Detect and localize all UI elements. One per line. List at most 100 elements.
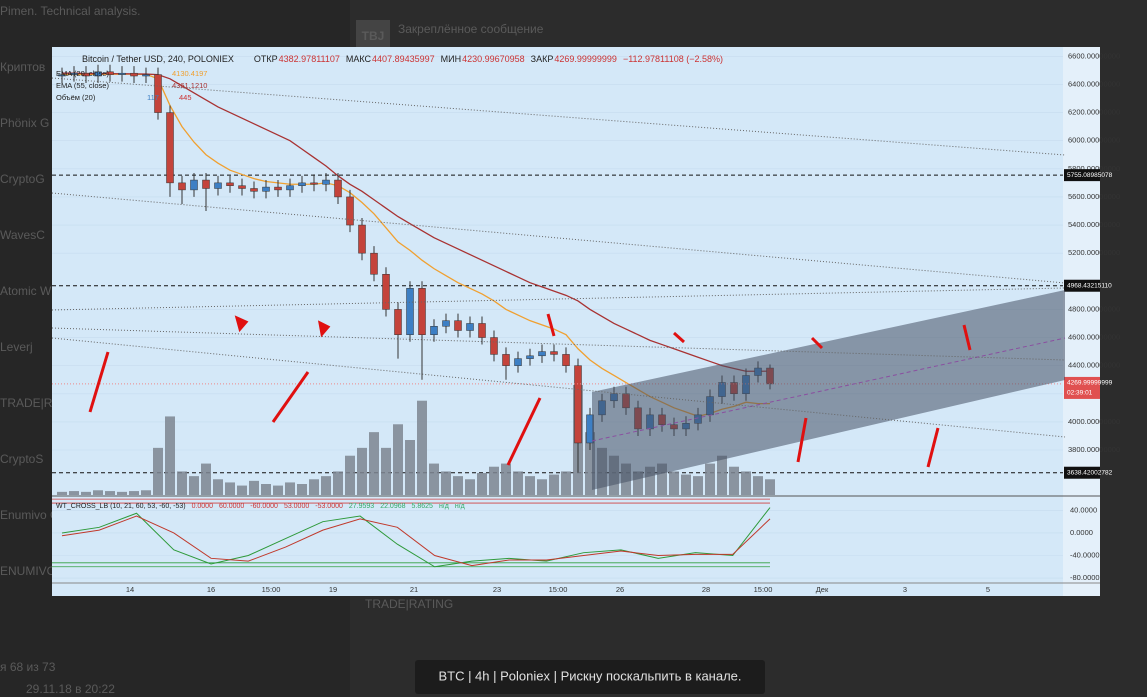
x-tick-label: 3 [903,585,907,594]
indicator-readout: 53.0000 [284,503,309,510]
volume-bar [381,447,391,495]
counter: я 68 из 73 [0,660,56,674]
volume-bar [57,491,67,495]
y-tick-label: 5800.00000000 [1068,164,1120,173]
volume-bar [237,485,247,495]
candle-body [226,182,234,186]
pinned: Закреплённое сообщение [398,22,544,36]
price-tag [1064,466,1100,479]
indicator-readout: -53.0000 [315,503,343,510]
volume-bar [561,471,571,495]
candle-body [490,337,498,355]
y-tick-label: 5400.00000000 [1068,220,1120,229]
volume-bar [549,474,559,495]
chart-header: Bitcoin / Tether USD, 240, POLONIEX ОТКР4… [82,54,723,64]
candle-body [238,185,246,189]
legend-entry: EMA (55, close) [56,81,109,90]
last-price-label: 4269.99999999 [1067,380,1113,387]
candle-body [334,179,342,198]
header-item: ЗАКР [531,54,554,64]
sidebar-item: CryptoG [0,172,45,186]
volume-bar [513,471,523,495]
ema-line [62,72,771,372]
x-tick-label: 5 [986,585,990,594]
volume-bar [321,476,331,495]
volume-bar [285,482,295,495]
candle-body [202,179,210,189]
indicator-readout: 60.0000 [219,503,244,510]
candle-body [574,365,582,444]
y-tick-label: 6400.00000000 [1068,79,1120,88]
y-tick-label: 5600.00000000 [1068,192,1120,201]
y-tick-label: 4400.00000000 [1068,361,1120,370]
sidebar-item: TRADE|R [0,396,53,410]
y-tick-label: 6200.00000000 [1068,108,1120,117]
candle-body [514,358,522,366]
caption-box [415,660,765,694]
legend-entry: EMA (20, close) [56,69,109,78]
x-tick-label: 21 [410,585,418,594]
candle-body [190,179,198,191]
volume-bar [393,424,403,495]
candle-body [130,72,138,77]
candle-body [406,288,414,335]
caption: BTC | 4h | Poloniex | Рискну поскальпить… [438,668,741,683]
indicator-name: WT_CROSS_LB (10, 21, 60, 53, -60, -53) [56,503,186,510]
volume-bar [69,491,79,495]
volume-bar [657,463,667,495]
trendline [51,287,1066,311]
sidebar-item: Криптов [0,60,45,74]
y-tick-label: 4000.00000000 [1068,417,1120,426]
candle-body [538,351,546,357]
indicator-readout: 5.8625 [412,503,434,510]
volume-bar [633,471,643,495]
volume-bar [117,491,127,495]
volume-bar [405,440,415,495]
candle-body [298,182,306,186]
x-tick-label: 16 [207,585,215,594]
candle-body [454,320,462,331]
sidebar-item: Phönix G [0,116,49,130]
trendline [51,77,1066,156]
volume-bar [177,471,187,495]
volume-bar [369,432,379,495]
sidebar-item: WavesC [0,228,45,242]
candle-body [346,196,354,226]
price-tag-label: 5755.08985078 [1067,172,1113,179]
x-tick-label: 23 [493,585,501,594]
volume-bar [717,455,727,495]
x-tick-label: 14 [126,585,134,594]
indicator-line [61,515,771,567]
x-tick-label: 15:00 [549,585,568,594]
volume-bar [429,463,439,495]
candle-body [58,74,66,77]
candle-body [178,182,186,191]
header-item: МИН [441,54,461,64]
volume-bar [585,432,595,495]
indicator-readout: 22.0968 [380,503,405,510]
sidebar-item: Atomic W [0,284,52,298]
candle-body [94,71,102,77]
candle-body [166,112,174,184]
volume-bar [105,491,115,495]
indicator-tick-label: -80.0000 [1070,573,1100,582]
candle-body [370,252,378,275]
volume-bar [465,479,475,495]
price-tag [1064,169,1100,182]
candle-body [430,326,438,335]
volume-bar [249,480,259,495]
y-tick-label: 4800.00000000 [1068,304,1120,313]
volume-bar [741,471,751,495]
volume-bar [525,476,535,495]
sidebar-item: Pimen. Technical analysis. [0,4,141,18]
indicator-tick-label: -40.0000 [1070,550,1100,559]
candle-body [106,71,114,75]
indicator-readout: н/д [455,503,465,510]
legend-value: 4130.4197 [172,69,207,78]
volume-bar [417,400,427,495]
candle-body [394,309,402,335]
volume-bar [165,416,175,495]
header-item: −112.97811108 (−2.58%) [623,54,723,64]
y-tick-label: 6000.00000000 [1068,136,1120,145]
price-axis-bg [1063,47,1100,596]
